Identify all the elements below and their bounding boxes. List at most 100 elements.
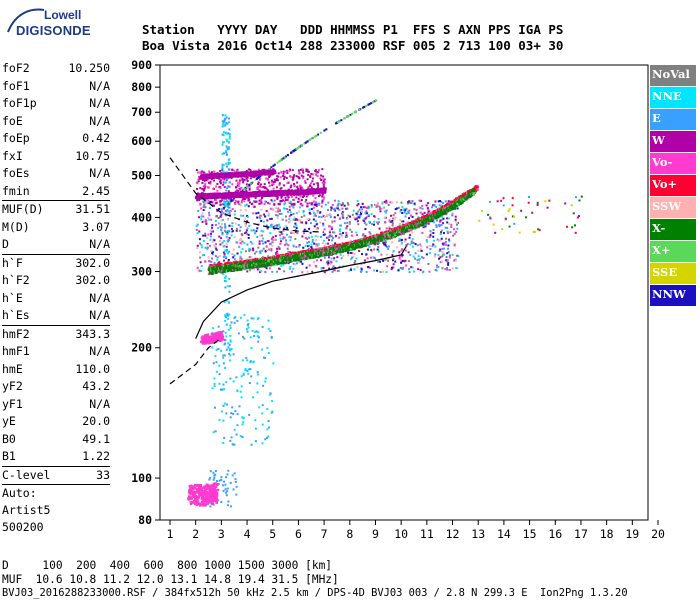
noise-dot (437, 200, 440, 203)
noise-dot (205, 219, 208, 222)
noise-dot (208, 207, 211, 210)
noise-dot (377, 260, 380, 263)
noise-dot (386, 245, 389, 248)
noise-dot (364, 234, 367, 237)
noise-dot (438, 204, 441, 207)
noise-dot (224, 339, 227, 342)
noise-dot (317, 195, 320, 198)
param-value: 31.51 (75, 202, 110, 216)
noise-dot (222, 330, 225, 333)
echo-point-vo- (269, 256, 272, 259)
noise-dot (315, 171, 318, 174)
noise-dot (280, 196, 283, 199)
noise-dot (202, 188, 205, 191)
noise-dot (536, 201, 539, 204)
noise-dot (351, 256, 354, 259)
noise-dot (304, 236, 307, 239)
echo-point-vo- (342, 243, 346, 246)
noise-dot (377, 217, 380, 220)
noise-dot (243, 197, 246, 200)
noise-dot (442, 217, 445, 220)
noise-dot (439, 199, 442, 202)
noise-dot (264, 200, 267, 203)
noise-dot (400, 249, 403, 252)
header-values: Boa Vista 2016 Oct14 288 233000 RSF 005 … (142, 38, 564, 53)
noise-dot (306, 205, 309, 208)
noise-dot (278, 230, 281, 233)
noise-dot (236, 189, 239, 192)
noise-dot (407, 217, 410, 220)
noise-dot (301, 221, 304, 224)
noise-dot (210, 232, 213, 235)
noise-dot (572, 212, 575, 215)
noise-dot (442, 253, 445, 256)
noise-dot (262, 185, 265, 188)
noise-dot (349, 113, 352, 116)
noise-dot (202, 234, 205, 237)
noise-dot (227, 163, 230, 166)
noise-dot (255, 230, 258, 233)
noise-dot (489, 216, 492, 219)
noise-dot (226, 473, 229, 476)
noise-dot (227, 132, 230, 135)
noise-dot (374, 203, 377, 206)
noise-dot (333, 220, 336, 223)
noise-dot (235, 169, 238, 172)
param-row-group1-0: foF2 10.250 (2, 60, 110, 78)
noise-dot (264, 215, 267, 218)
param-label: h`F2 (2, 273, 30, 287)
noise-dot (382, 241, 385, 244)
noise-dot (210, 260, 213, 263)
noise-dot (213, 382, 216, 385)
noise-dot (257, 182, 260, 185)
noise-dot (299, 206, 302, 209)
noise-dot (225, 145, 228, 148)
noise-dot (574, 231, 577, 234)
noise-dot (311, 240, 314, 243)
noise-dot (299, 221, 302, 224)
noise-dot (221, 133, 224, 136)
noise-dot (219, 186, 222, 189)
noise-dot (427, 202, 430, 205)
noise-dot (234, 480, 237, 483)
noise-dot (384, 221, 387, 224)
noise-dot (293, 174, 296, 177)
noise-dot (225, 250, 228, 253)
noise-dot (315, 205, 318, 208)
noise-dot (291, 178, 294, 181)
noise-dot (248, 188, 251, 191)
noise-dot (224, 149, 227, 152)
noise-dot (211, 252, 214, 255)
noise-dot (222, 212, 225, 215)
noise-dot (333, 208, 336, 211)
noise-dot (235, 376, 238, 379)
x-tick-label: 13 (471, 527, 485, 541)
noise-dot (520, 209, 523, 212)
noise-dot (336, 207, 339, 210)
noise-dot (377, 250, 380, 253)
noise-dot (254, 419, 257, 422)
noise-dot (394, 216, 397, 219)
noise-dot (298, 200, 301, 203)
noise-dot (221, 120, 224, 123)
noise-dot (196, 187, 199, 190)
noise-dot (310, 182, 313, 185)
noise-dot (384, 244, 387, 247)
noise-dot (256, 382, 259, 385)
noise-dot (314, 169, 317, 172)
noise-dot (227, 161, 230, 164)
noise-dot (299, 187, 302, 190)
noise-dot (435, 219, 438, 222)
noise-dot (223, 354, 226, 357)
noise-dot (280, 187, 283, 190)
noise-dot (203, 201, 206, 204)
noise-dot (421, 256, 424, 259)
param-value: N/A (89, 344, 110, 358)
noise-dot (208, 214, 211, 217)
noise-dot (450, 223, 453, 226)
noise-dot (447, 200, 450, 203)
noise-dot (213, 476, 216, 479)
noise-dot (448, 268, 451, 271)
noise-dot (444, 226, 447, 229)
noise-dot (280, 212, 283, 215)
